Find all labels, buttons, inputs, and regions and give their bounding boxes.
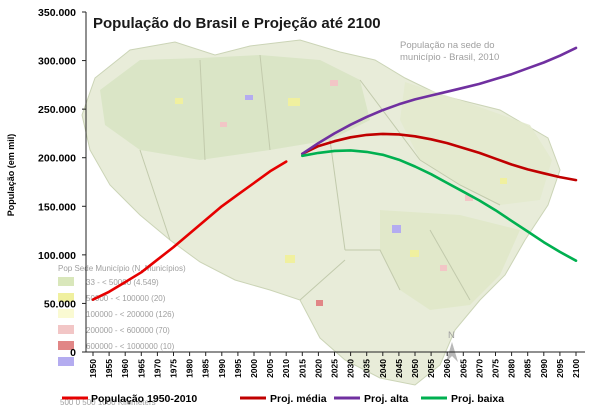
map-title-line-2: município - Brasil, 2010 [400,52,499,63]
x-tick-label: 1995 [233,359,243,378]
y-tick-label: 300.000 [38,56,76,68]
x-tick-label: 2000 [249,359,259,378]
x-axis-ticks: 1950 1955 1960 1965 1970 1975 1980 1985 1990 1995… [88,352,581,378]
x-tick-label: 2050 [410,359,420,378]
x-tick-label: 2035 [362,359,372,378]
x-tick-label: 2010 [281,359,291,378]
x-tick-label: 2070 [474,359,484,378]
y-tick-label: 100.000 [38,250,76,262]
legend-label-proj-alta: Proj. alta [364,393,409,405]
map-legend-label-2: 100000 - < 200000 (126) [86,310,175,319]
map-legend-swatch-5 [58,357,74,366]
map-legend-swatch-2 [58,309,74,318]
y-axis-ticks: 0 50.000 100.000 150.000 200.000 250.000 300.0… [38,7,86,359]
map-legend-title: Pop Sede Município (N. Municípios) [58,264,186,273]
x-tick-label: 2080 [507,359,517,378]
y-tick-label: 0 [70,347,76,359]
x-tick-label: 2015 [297,359,307,378]
y-tick-label: 50.000 [44,298,76,310]
map-region-north [100,55,370,160]
map-legend-swatch-1 [58,293,74,302]
x-tick-label: 1950 [88,359,98,378]
map-north-label: N [448,330,455,341]
map-legend-swatch-4 [58,341,74,350]
series-line-0 [91,160,288,301]
map-title-line-1: População na sede do [400,40,495,51]
map-region-northeast [400,82,552,205]
series-line-3 [301,149,578,262]
x-tick-label: 1955 [104,359,114,378]
chart-legend: População 1950-2010 Proj. média Proj. al… [62,393,504,405]
y-axis-label: População (em mil) [6,134,16,217]
x-tick-label: 2055 [426,359,436,378]
x-tick-label: 1990 [217,359,227,378]
legend-label-proj-media: Proj. média [270,393,327,405]
x-tick-label: 2030 [346,359,356,378]
map-legend-label-3: 200000 - < 600000 (70) [86,326,170,335]
series-group [91,46,578,301]
y-tick-label: 150.000 [38,201,76,213]
series-line-1 [301,132,578,182]
y-tick-label: 200.000 [38,153,76,165]
map-legend-label-1: 50000 - < 100000 (20) [86,294,166,303]
x-tick-label: 1970 [152,359,162,378]
map-legend-label-4: 600000 - < 1000000 (10) [86,342,175,351]
y-tick-label: 250.000 [38,104,76,116]
x-tick-label: 2060 [442,359,452,378]
x-tick-label: 1965 [136,359,146,378]
map-region-southeast [380,210,520,310]
map-municipality-patches [175,80,507,306]
x-tick-label: 2040 [378,359,388,378]
x-tick-label: 1975 [169,359,179,378]
map-scale-label: 500 0 500 1000 Kilometers [60,398,156,407]
background-map: População na sede do município - Brasil,… [58,39,561,407]
x-tick-label: 2065 [458,359,468,378]
map-state-borders [139,54,501,301]
x-tick-label: 1960 [120,359,130,378]
series-line-2 [301,46,578,156]
map-legend-swatch-3 [58,325,74,334]
x-tick-label: 2075 [491,359,501,378]
x-tick-label: 1985 [201,359,211,378]
x-tick-label: 2045 [394,359,404,378]
x-tick-label: 2025 [330,359,340,378]
x-tick-label: 2100 [571,359,581,378]
x-tick-label: 2020 [313,359,323,378]
x-tick-label: 2095 [555,359,565,378]
map-legend-swatch-0 [58,277,74,286]
chart-title: População do Brasil e Projeção até 2100 [93,15,381,32]
x-tick-label: 2005 [265,359,275,378]
x-tick-label: 1980 [185,359,195,378]
x-tick-label: 2090 [539,359,549,378]
legend-label-proj-baixa: Proj. baixa [451,393,504,405]
y-tick-label: 350.000 [38,7,76,19]
legend-label-populacao: População 1950-2010 [91,393,197,405]
x-tick-label: 2085 [523,359,533,378]
